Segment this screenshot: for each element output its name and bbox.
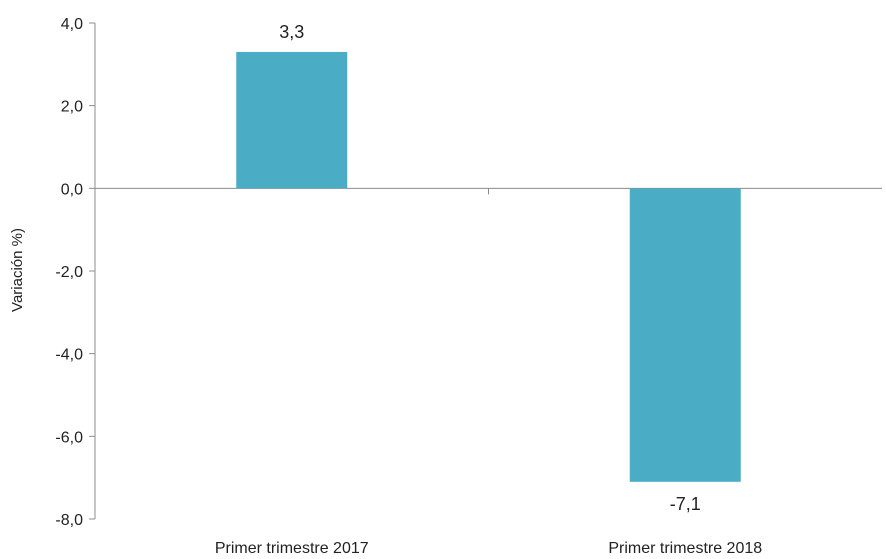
x-axis	[95, 187, 882, 195]
data-label: -7,1	[670, 494, 701, 514]
bars	[236, 51, 741, 482]
x-category-label: Primer trimestre 2017	[215, 540, 369, 557]
data-labels: 3,3 -7,1	[279, 22, 701, 514]
y-axis-title: Variación %)	[9, 228, 26, 312]
y-tick-label: -8,0	[55, 512, 83, 529]
y-tick-label: -4,0	[55, 347, 83, 364]
bar	[236, 51, 348, 189]
category-labels: Primer trimestre 2017 Primer trimestre 20…	[215, 540, 762, 557]
y-axis: 4,0 2,0 0,0 -2,0 -4,0 -6,0 -8,0	[55, 16, 96, 529]
y-tick-label: 0,0	[61, 181, 83, 198]
y-tick-label: 2,0	[61, 99, 83, 116]
bar	[629, 188, 741, 482]
y-tick-label: -2,0	[55, 264, 83, 281]
x-category-label: Primer trimestre 2018	[608, 540, 762, 557]
y-tick-label: -6,0	[55, 429, 83, 446]
data-label: 3,3	[279, 22, 304, 42]
y-tick-label: 4,0	[61, 16, 83, 33]
